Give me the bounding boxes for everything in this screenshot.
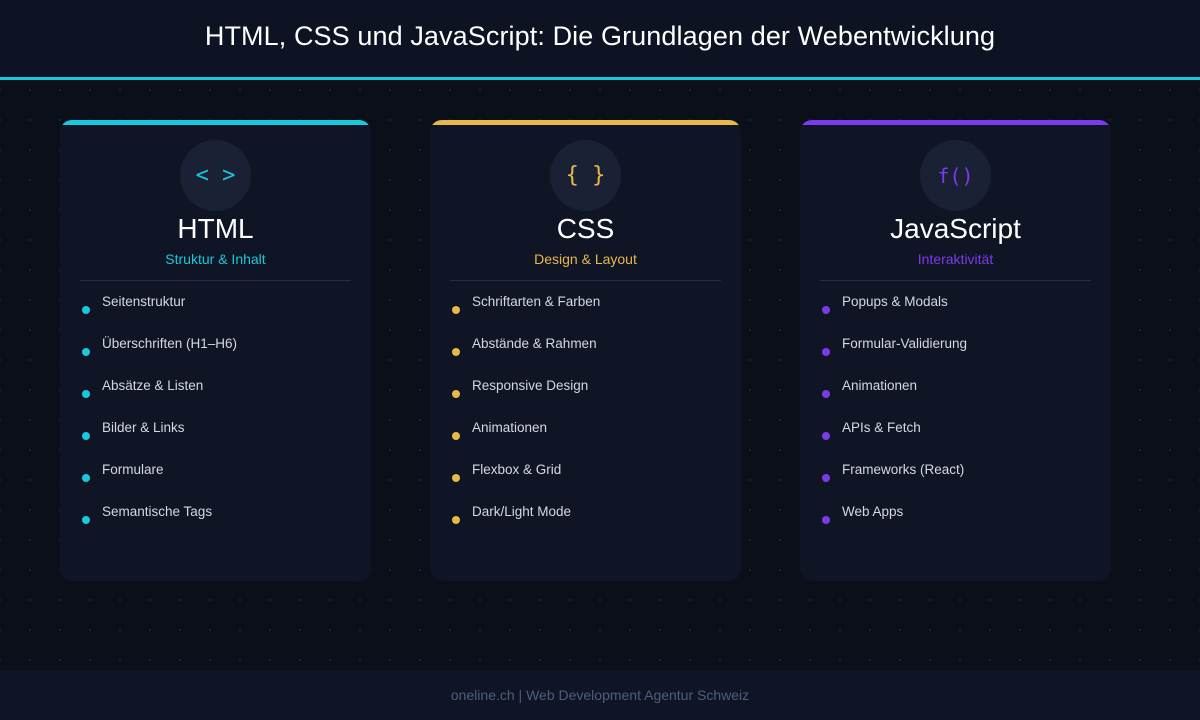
list-item: Absätze & Listen bbox=[60, 378, 371, 420]
card-title: HTML bbox=[177, 213, 254, 244]
card-divider bbox=[820, 280, 1091, 281]
bullet-dot bbox=[82, 390, 90, 398]
feature-list: Popups & Modals Formular-Validierung Ani… bbox=[800, 294, 1111, 546]
card-accent-bar bbox=[60, 120, 371, 125]
card-accent-bar bbox=[430, 120, 741, 125]
list-item: Responsive Design bbox=[430, 378, 741, 420]
card-divider bbox=[450, 280, 721, 281]
list-item: Dark/Light Mode bbox=[430, 504, 741, 546]
card-title: CSS bbox=[556, 213, 615, 244]
card-subtitle: Interaktivität bbox=[917, 251, 994, 267]
bullet-dot bbox=[452, 306, 460, 314]
page-title: HTML, CSS und JavaScript: Die Grundlagen… bbox=[204, 21, 996, 51]
bullet-dot bbox=[82, 306, 90, 314]
feature-list: Seitenstruktur Überschriften (H1–H6) Abs… bbox=[60, 294, 371, 546]
list-item: Bilder & Links bbox=[60, 420, 371, 462]
bullet-dot bbox=[452, 348, 460, 356]
code-tags-icon: < > bbox=[180, 140, 251, 211]
bullet-dot bbox=[452, 474, 460, 482]
list-item: Frameworks (React) bbox=[800, 462, 1111, 504]
list-item: Web Apps bbox=[800, 504, 1111, 546]
bullet-dot bbox=[82, 516, 90, 524]
feature-list: Schriftarten & Farben Abstände & Rahmen … bbox=[430, 294, 741, 546]
bullet-dot bbox=[452, 390, 460, 398]
bullet-dot bbox=[452, 516, 460, 524]
bullet-dot bbox=[822, 474, 830, 482]
list-item: Flexbox & Grid bbox=[430, 462, 741, 504]
list-item: Seitenstruktur bbox=[60, 294, 371, 336]
card-javascript: f() JavaScript Interaktivität Popups & M… bbox=[800, 120, 1111, 581]
list-item: Animationen bbox=[430, 420, 741, 462]
card-divider bbox=[80, 280, 351, 281]
list-item: APIs & Fetch bbox=[800, 420, 1111, 462]
list-item: Formular-Validierung bbox=[800, 336, 1111, 378]
list-item: Formulare bbox=[60, 462, 371, 504]
bullet-dot bbox=[82, 474, 90, 482]
list-item: Animationen bbox=[800, 378, 1111, 420]
card-css: { } CSS Design & Layout Schriftarten & F… bbox=[430, 120, 741, 581]
bullet-dot bbox=[82, 348, 90, 356]
page-header: HTML, CSS und JavaScript: Die Grundlagen… bbox=[0, 0, 1200, 80]
bullet-dot bbox=[822, 516, 830, 524]
list-item: Semantische Tags bbox=[60, 504, 371, 546]
card-accent-bar bbox=[800, 120, 1111, 125]
curly-braces-icon: { } bbox=[550, 140, 621, 211]
function-icon: f() bbox=[920, 140, 991, 211]
card-subtitle: Design & Layout bbox=[534, 251, 637, 267]
list-item: Überschriften (H1–H6) bbox=[60, 336, 371, 378]
bullet-dot bbox=[822, 306, 830, 314]
list-item: Schriftarten & Farben bbox=[430, 294, 741, 336]
card-title: JavaScript bbox=[890, 213, 1021, 244]
footer-text: oneline.ch | Web Development Agentur Sch… bbox=[450, 687, 750, 703]
card-html: < > HTML Struktur & Inhalt Seitenstruktu… bbox=[60, 120, 371, 581]
bullet-dot bbox=[822, 348, 830, 356]
list-item: Popups & Modals bbox=[800, 294, 1111, 336]
card-subtitle: Struktur & Inhalt bbox=[165, 251, 266, 267]
bullet-dot bbox=[822, 432, 830, 440]
list-item: Abstände & Rahmen bbox=[430, 336, 741, 378]
page-footer: oneline.ch | Web Development Agentur Sch… bbox=[0, 670, 1200, 720]
bullet-dot bbox=[452, 432, 460, 440]
bullet-dot bbox=[82, 432, 90, 440]
bullet-dot bbox=[822, 390, 830, 398]
